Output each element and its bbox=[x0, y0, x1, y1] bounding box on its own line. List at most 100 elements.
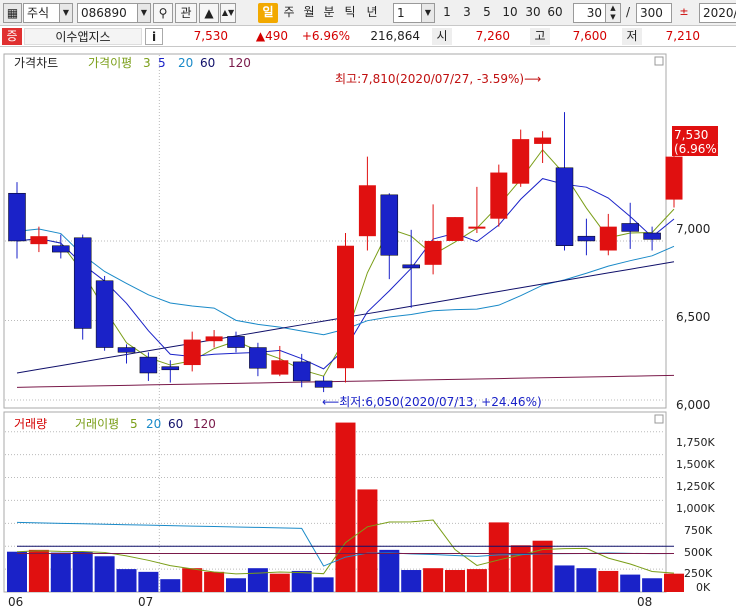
candle-body[interactable] bbox=[402, 264, 420, 269]
candle-body[interactable] bbox=[249, 347, 267, 369]
info-button[interactable]: i bbox=[145, 28, 163, 45]
volume-bar[interactable] bbox=[204, 571, 225, 592]
stock-code-input[interactable]: 086890 bbox=[77, 3, 151, 23]
candle-body[interactable] bbox=[52, 245, 70, 253]
candle-body[interactable] bbox=[468, 226, 486, 229]
volume-ma-title[interactable]: 거래이평 bbox=[75, 417, 119, 431]
volume-panel-title[interactable]: 거래량 bbox=[14, 417, 47, 431]
search-icon[interactable]: ⚲ bbox=[153, 3, 173, 23]
volume-bar[interactable] bbox=[269, 573, 290, 592]
gwan-button[interactable]: 관 bbox=[175, 3, 197, 23]
plus-minus-icon[interactable]: ± bbox=[679, 5, 689, 18]
candle-body[interactable] bbox=[8, 192, 26, 242]
volume-bar[interactable] bbox=[423, 568, 444, 592]
interval-10-button[interactable]: 10 bbox=[502, 5, 518, 19]
code-dropdown-arrow[interactable]: ▼ bbox=[137, 3, 151, 23]
total-count-input[interactable]: 300 bbox=[636, 3, 672, 23]
period-minute-button[interactable]: 분 bbox=[323, 5, 335, 19]
volume-bar[interactable] bbox=[160, 579, 181, 592]
chart-svg[interactable]: 가격차트 가격이평 3 5 20 60 120 최고:7,810(2020/07… bbox=[0, 50, 736, 613]
candle-body[interactable] bbox=[599, 226, 617, 251]
volume-bar[interactable] bbox=[50, 552, 71, 592]
candle-body[interactable] bbox=[205, 336, 223, 342]
volume-bar[interactable] bbox=[116, 569, 137, 592]
volume-bar[interactable] bbox=[291, 570, 312, 592]
high-price: 7,600 bbox=[572, 29, 607, 43]
period-day-button[interactable]: 일 bbox=[258, 3, 278, 23]
current-price-marker bbox=[672, 126, 718, 156]
candle-body[interactable] bbox=[30, 236, 48, 245]
volume-bar[interactable] bbox=[7, 551, 27, 592]
volume-panel-close-icon[interactable] bbox=[654, 414, 664, 424]
volume-bar[interactable] bbox=[72, 551, 93, 592]
volume-bar[interactable] bbox=[138, 571, 159, 592]
volume-bar[interactable] bbox=[620, 574, 641, 592]
candle-body[interactable] bbox=[512, 139, 530, 184]
interval-5-button[interactable]: 5 bbox=[483, 5, 491, 19]
chart-area[interactable]: 가격차트 가격이평 3 5 20 60 120 최고:7,810(2020/07… bbox=[0, 50, 736, 613]
period-month-button[interactable]: 월 bbox=[303, 5, 315, 19]
volume-bar[interactable] bbox=[576, 568, 597, 592]
volume-bar[interactable] bbox=[94, 556, 115, 592]
unit-dropdown-arrow[interactable]: ▼ bbox=[421, 3, 435, 23]
candle-body[interactable] bbox=[490, 172, 508, 219]
volume-bar[interactable] bbox=[554, 565, 575, 592]
volume-bar[interactable] bbox=[401, 570, 422, 592]
candle-body[interactable] bbox=[534, 137, 552, 144]
candle-body[interactable] bbox=[183, 339, 201, 366]
date-input[interactable]: 2020/0 bbox=[699, 3, 736, 23]
volume-bar[interactable] bbox=[335, 422, 356, 592]
volume-bar[interactable] bbox=[598, 570, 619, 592]
market-dropdown-arrow[interactable]: ▼ bbox=[59, 3, 73, 23]
candle-body[interactable] bbox=[380, 194, 399, 256]
volume-bar[interactable] bbox=[664, 573, 684, 592]
interval-30-button[interactable]: 30 bbox=[525, 5, 541, 19]
volume-bar[interactable] bbox=[510, 545, 531, 592]
volume-bar[interactable] bbox=[532, 540, 553, 592]
volume-bar[interactable] bbox=[445, 570, 465, 592]
candle-body[interactable] bbox=[73, 237, 92, 329]
volume-bar[interactable] bbox=[379, 549, 400, 592]
interval-3-button[interactable]: 3 bbox=[463, 5, 471, 19]
volume-bar[interactable] bbox=[247, 568, 268, 592]
volume-bar[interactable] bbox=[182, 568, 203, 592]
candle-body[interactable] bbox=[577, 235, 596, 242]
candle-body[interactable] bbox=[665, 156, 683, 200]
period-tick-button[interactable]: 틱 bbox=[344, 5, 356, 19]
candle-body[interactable] bbox=[337, 245, 354, 369]
candle-body[interactable] bbox=[424, 240, 442, 265]
candle-body[interactable] bbox=[227, 336, 245, 348]
count-spinner-icon[interactable]: ▲ ▼ bbox=[605, 3, 621, 23]
volume-bar[interactable] bbox=[226, 578, 246, 592]
volume-bar[interactable] bbox=[642, 578, 663, 592]
candle-body[interactable] bbox=[161, 366, 180, 371]
candle-body[interactable] bbox=[139, 356, 158, 374]
interval-60-button[interactable]: 60 bbox=[547, 5, 563, 19]
volume-bar[interactable] bbox=[357, 489, 378, 592]
candle-body[interactable] bbox=[292, 361, 311, 382]
candle-body[interactable] bbox=[643, 232, 661, 240]
price-panel-close-icon[interactable] bbox=[654, 56, 664, 66]
chart-type-icon[interactable]: ▦ bbox=[3, 3, 22, 23]
period-week-button[interactable]: 주 bbox=[283, 5, 295, 19]
candle-body[interactable] bbox=[95, 280, 114, 348]
stock-name[interactable]: 이수앱지스 bbox=[24, 28, 142, 45]
candle-body[interactable] bbox=[117, 347, 136, 353]
interval-1-button[interactable]: 1 bbox=[443, 5, 451, 19]
candle-body[interactable] bbox=[446, 217, 464, 241]
price-panel-title[interactable]: 가격차트 bbox=[14, 56, 58, 70]
volume-bar[interactable] bbox=[488, 522, 509, 592]
candle-body[interactable] bbox=[314, 380, 333, 388]
candle-body[interactable] bbox=[621, 223, 639, 232]
lock-icon[interactable]: ▲ bbox=[199, 3, 219, 23]
candle-body[interactable] bbox=[555, 167, 574, 246]
candle-body[interactable] bbox=[271, 360, 289, 375]
period-year-button[interactable]: 년 bbox=[366, 5, 378, 19]
candle-body[interactable] bbox=[358, 185, 376, 237]
volume-bar[interactable] bbox=[466, 569, 487, 592]
volume-bar[interactable] bbox=[28, 549, 49, 592]
price-ma-title[interactable]: 가격이평 bbox=[88, 56, 132, 70]
spin-arrows-icon[interactable]: ▲▼ bbox=[220, 3, 236, 23]
volume-bar[interactable] bbox=[313, 577, 334, 592]
price-tick-6500: 6,500 bbox=[676, 310, 710, 324]
